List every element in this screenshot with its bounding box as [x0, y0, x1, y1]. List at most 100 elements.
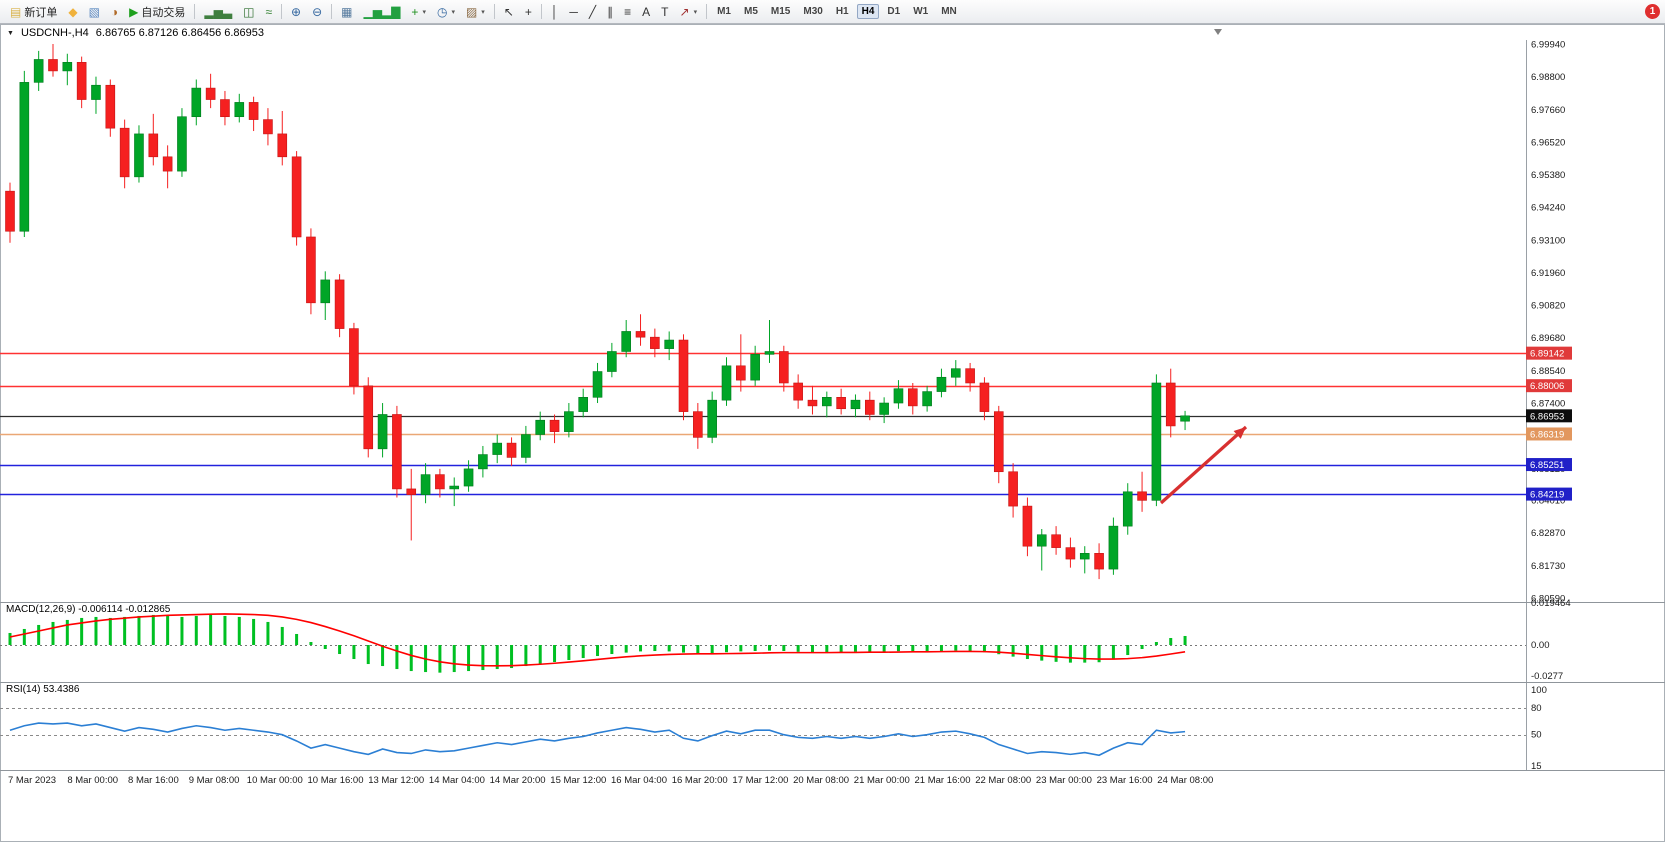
- vertical-line-button[interactable]: │: [546, 2, 564, 22]
- candle-body: [148, 133, 159, 158]
- candle-body: [693, 411, 703, 438]
- dropdown-arrow-icon: ▾: [422, 8, 426, 16]
- candle-body: [248, 102, 259, 120]
- dropdown-arrow-icon: ▾: [451, 8, 455, 16]
- channel-icon: ∥: [607, 4, 614, 19]
- zoom-out-button[interactable]: ⊖: [307, 2, 327, 22]
- trendline-button[interactable]: ╱: [584, 2, 601, 22]
- candle-body: [950, 368, 961, 378]
- crosshair-button[interactable]: +: [520, 2, 537, 22]
- macd-scale: 0.019464 0.00 -0.0277: [1531, 598, 1571, 682]
- svg-text:14 Mar 04:00: 14 Mar 04:00: [429, 775, 485, 786]
- new-order-button[interactable]: ▤ 新订单: [5, 2, 62, 22]
- trend-arrow-annotation[interactable]: [1159, 425, 1248, 505]
- cursor-button[interactable]: ↖: [499, 2, 519, 22]
- autotrading-play-icon: ▶: [129, 4, 139, 19]
- fibonacci-button[interactable]: ≡: [619, 2, 636, 22]
- svg-text:20 Mar 08:00: 20 Mar 08:00: [793, 775, 849, 786]
- svg-text:6.80590: 6.80590: [1531, 594, 1565, 605]
- svg-text:21 Mar 00:00: 21 Mar 00:00: [854, 775, 910, 786]
- tile-windows-button[interactable]: ▦: [336, 2, 357, 22]
- candle-body: [349, 328, 359, 387]
- svg-text:6.99940: 6.99940: [1531, 40, 1565, 51]
- chart-title: ▼ USDCNH-,H4 6.86765 6.87126 6.86456 6.8…: [7, 27, 264, 39]
- candle-body: [1008, 471, 1018, 507]
- candle-body: [936, 376, 947, 392]
- indicators-icon: ▁▅▂▇: [363, 4, 401, 19]
- macd-signal-line: [9, 613, 1186, 667]
- svg-text:0.00: 0.00: [1531, 640, 1550, 651]
- candle-body: [836, 397, 846, 410]
- metaeditor-button[interactable]: ◆: [63, 2, 82, 22]
- candle-body: [277, 133, 288, 158]
- chart-canvas[interactable]: 6.99940 6.98800 6.97660 6.96520 6.95380 6.942…: [0, 24, 1665, 842]
- candlestick-chart-button[interactable]: ◫: [238, 2, 259, 22]
- zoom-in-button[interactable]: ⊕: [286, 2, 306, 22]
- svg-text:23 Mar 00:00: 23 Mar 00:00: [1036, 775, 1092, 786]
- chart-shift-marker[interactable]: [1214, 29, 1222, 35]
- indicators-button[interactable]: ▁▅▂▇: [359, 2, 406, 22]
- svg-text:16 Mar 04:00: 16 Mar 04:00: [611, 775, 667, 786]
- autotrading-button[interactable]: ▶ 自动交易: [124, 2, 190, 22]
- line-chart-button[interactable]: ≈: [260, 2, 277, 22]
- chart-window[interactable]: 6.99940 6.98800 6.97660 6.96520 6.95380 6.942…: [0, 24, 1665, 842]
- timeframe-h4-button[interactable]: H4: [856, 4, 880, 19]
- candle-body: [807, 399, 818, 407]
- timeframe-m5-button[interactable]: M5: [744, 6, 758, 17]
- timeframe-d1-button[interactable]: D1: [887, 6, 901, 17]
- vertical-line-icon: │: [550, 4, 559, 19]
- arrow-objects-button[interactable]: ↗ ▾: [675, 2, 703, 22]
- candle-body: [850, 399, 861, 410]
- timeframe-h1-button[interactable]: H1: [835, 6, 849, 17]
- candle-body: [177, 116, 187, 172]
- svg-text:9 Mar 08:00: 9 Mar 08:00: [189, 775, 240, 786]
- candle-body: [33, 59, 44, 83]
- time-axis[interactable]: 7 Mar 2023 8 Mar 00:00 8 Mar 16:00 9 Mar 08…: [8, 775, 1213, 786]
- candle-body: [1036, 534, 1047, 547]
- candle-body: [1094, 553, 1104, 570]
- candle-body: [635, 331, 646, 338]
- chart-profile-button[interactable]: ▧: [84, 2, 105, 22]
- candle-body: [1108, 525, 1119, 570]
- dropdown-arrow-icon: ▾: [693, 8, 698, 16]
- timeframe-mn-button[interactable]: MN: [941, 6, 957, 17]
- text-label-button[interactable]: T: [656, 2, 673, 22]
- candle-body: [492, 442, 503, 455]
- candle-body: [119, 127, 130, 178]
- candle-body: [105, 84, 116, 129]
- candle-body: [162, 156, 173, 172]
- market-watch-button[interactable]: ◑: [106, 2, 123, 22]
- candle-body: [965, 368, 975, 384]
- timeframe-w1-button[interactable]: W1: [913, 6, 929, 17]
- horizontal-line-button[interactable]: ─: [564, 2, 583, 22]
- bar-chart-button[interactable]: ▂▅▃: [199, 2, 237, 22]
- candle-body: [463, 468, 474, 487]
- text-button[interactable]: A: [637, 2, 655, 22]
- candle-body: [1079, 553, 1090, 560]
- equidistant-channel-button[interactable]: ∥: [602, 2, 618, 22]
- candle-body: [893, 388, 904, 404]
- candle-body: [205, 87, 216, 100]
- notification-badge[interactable]: 1: [1645, 4, 1660, 19]
- svg-text:0.019464: 0.019464: [1531, 598, 1571, 609]
- candle-body: [320, 279, 331, 304]
- horizontal-line-icon: ─: [569, 4, 578, 19]
- timeframe-m1-button[interactable]: M1: [717, 6, 731, 17]
- candle-body: [377, 414, 388, 450]
- candle-body: [506, 442, 517, 458]
- new-chart-button[interactable]: + ▾: [406, 2, 431, 22]
- candle-body: [76, 62, 87, 100]
- svg-text:6.86953: 6.86953: [1530, 411, 1564, 422]
- period-selector-button[interactable]: ◷ ▾: [432, 2, 460, 22]
- svg-text:15: 15: [1531, 761, 1542, 772]
- candle-body: [1180, 415, 1190, 422]
- svg-text:10 Mar 16:00: 10 Mar 16:00: [308, 775, 364, 786]
- template-button[interactable]: ▨ ▾: [461, 2, 490, 22]
- timeframe-m30-button[interactable]: M30: [803, 6, 823, 17]
- timeframe-m15-button[interactable]: M15: [770, 6, 791, 17]
- horizontal-lines-group: [0, 352, 1526, 496]
- collapse-triangle-icon[interactable]: ▼: [7, 29, 14, 37]
- candle-body: [1151, 382, 1162, 501]
- crosshair-icon: +: [524, 4, 532, 19]
